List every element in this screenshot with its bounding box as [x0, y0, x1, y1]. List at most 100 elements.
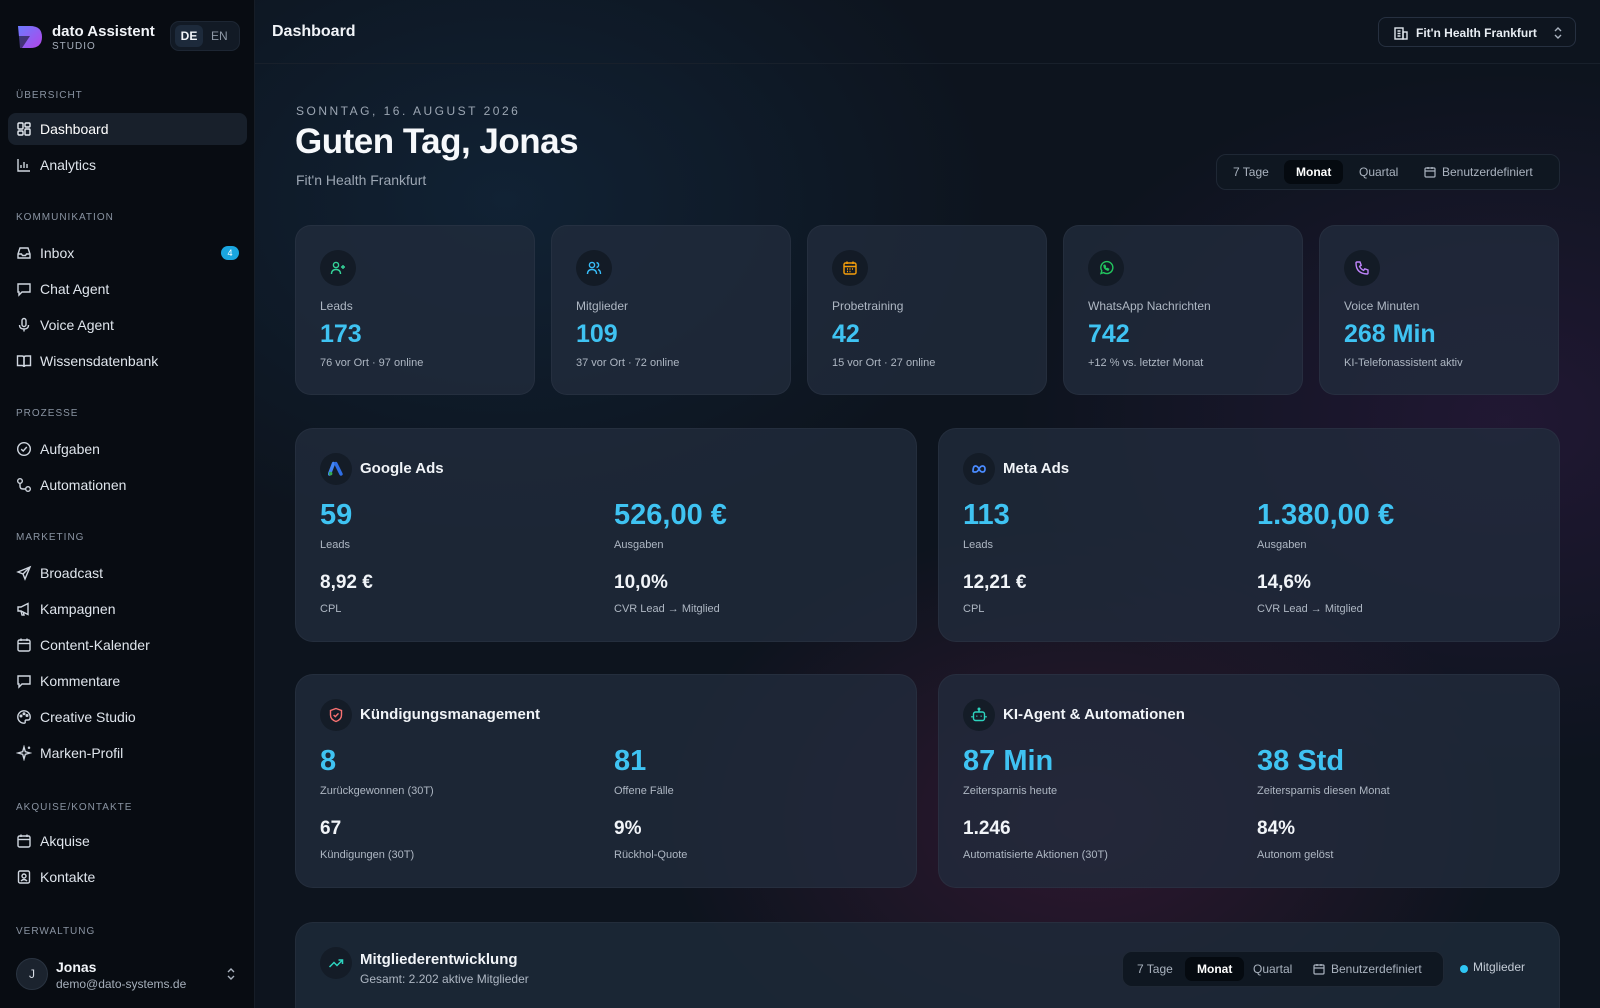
- range-month[interactable]: Monat: [1185, 957, 1245, 981]
- kpi-value: 742: [1088, 320, 1130, 348]
- kpi-card-mitglieder[interactable]: Mitglieder 109 37 vor Ort · 72 online: [551, 225, 791, 395]
- section-title-kommunikation: KOMMUNIKATION: [16, 212, 114, 223]
- range-custom-label: Benutzerdefiniert: [1331, 962, 1422, 976]
- lang-de-button[interactable]: DE: [175, 25, 203, 47]
- panel-title: Mitgliederentwicklung: [360, 951, 518, 968]
- sidebar-item-broadcast[interactable]: Broadcast: [8, 557, 247, 589]
- microphone-icon: [18, 317, 30, 332]
- kpi-icon-wrap: [832, 250, 868, 286]
- sidebar-item-inbox[interactable]: Inbox 4: [8, 237, 247, 269]
- kpi-card-voice-minuten[interactable]: Voice Minuten 268 Min KI-Telefonassisten…: [1319, 225, 1559, 395]
- location-select[interactable]: Fit'n Health Frankfurt: [1378, 17, 1576, 47]
- google-ads-panel[interactable]: Google Ads 59 Leads 526,00 € Ausgaben 8,…: [295, 428, 917, 642]
- sidebar-item-dashboard[interactable]: Dashboard: [8, 113, 247, 145]
- chart-range-selector: 7 Tage Monat Quartal Benutzerdefiniert: [1122, 951, 1444, 987]
- meta-cpl-value: 12,21 €: [963, 572, 1027, 593]
- sidebar-item-kommentare[interactable]: Kommentare: [8, 665, 247, 697]
- range-7-days[interactable]: 7 Tage: [1137, 962, 1173, 976]
- kpi-value: 42: [832, 320, 860, 348]
- panel-title: Meta Ads: [1003, 460, 1070, 477]
- sidebar-item-wissensdatenbank[interactable]: Wissensdatenbank: [8, 345, 247, 377]
- brand-name: dato Assistent: [52, 23, 155, 40]
- sidebar-item-aufgaben[interactable]: Aufgaben: [8, 433, 247, 465]
- palette-icon: [17, 710, 31, 724]
- user-menu[interactable]: J Jonas demo@dato-systems.de: [16, 958, 241, 998]
- kpi-icon-wrap: [320, 250, 356, 286]
- sidebar-item-label: Aufgaben: [40, 441, 100, 457]
- kpi-subtext: 37 vor Ort · 72 online: [576, 357, 680, 369]
- sidebar-item-marken-profil[interactable]: Marken-Profil: [8, 737, 247, 769]
- chat-icon: [17, 283, 31, 297]
- won-back-label: Zurückgewonnen (30T): [320, 785, 434, 797]
- contact-card-icon: [17, 870, 31, 884]
- user-name: Jonas: [56, 959, 97, 975]
- win-back-rate-label: Rückhol-Quote: [614, 849, 688, 861]
- range-custom-label: Benutzerdefiniert: [1442, 165, 1533, 179]
- range-custom[interactable]: Benutzerdefiniert: [1301, 957, 1434, 981]
- kpi-label: WhatsApp Nachrichten: [1088, 299, 1211, 313]
- sidebar-item-kontakte[interactable]: Kontakte: [8, 861, 247, 893]
- panel-icon-wrap: [320, 453, 352, 485]
- google-leads-value: 59: [320, 499, 353, 531]
- avatar: J: [16, 958, 48, 990]
- sidebar-item-chat-agent[interactable]: Chat Agent: [8, 273, 247, 305]
- legend-label: Mitglieder: [1473, 960, 1526, 974]
- book-icon: [16, 355, 32, 368]
- sidebar-item-akquise[interactable]: Akquise: [8, 825, 247, 857]
- kpi-label: Mitglieder: [576, 299, 629, 313]
- kpi-card-probetraining[interactable]: Probetraining 42 15 vor Ort · 27 online: [807, 225, 1047, 395]
- sidebar-item-kampagnen[interactable]: Kampagnen: [8, 593, 247, 625]
- top-bar: Dashboard Fit'n Health Frankfurt: [255, 0, 1600, 64]
- section-title-uebersicht: ÜBERSICHT: [16, 90, 83, 101]
- date-range-selector: 7 Tage Monat Quartal Benutzerdefiniert: [1216, 154, 1560, 190]
- members-chart-panel: Mitgliederentwicklung Gesamt: 2.202 akti…: [295, 922, 1560, 1008]
- panel-icon-wrap: [963, 453, 995, 485]
- calendar-icon: [843, 261, 857, 275]
- panel-title: Google Ads: [360, 460, 444, 477]
- meta-ads-panel[interactable]: Meta Ads 113 Leads 1.380,00 € Ausgaben 1…: [938, 428, 1560, 642]
- range-custom[interactable]: Benutzerdefiniert: [1412, 160, 1545, 184]
- user-plus-icon: [330, 261, 345, 275]
- range-7-days[interactable]: 7 Tage: [1233, 165, 1269, 179]
- time-saved-today-value: 87 Min: [963, 745, 1054, 777]
- sidebar-item-automationen[interactable]: Automationen: [8, 469, 247, 501]
- kpi-value: 268 Min: [1344, 320, 1436, 348]
- sidebar-item-label: Broadcast: [40, 565, 104, 581]
- greeting-subtitle: Fit'n Health Frankfurt: [296, 172, 427, 188]
- ki-agent-panel[interactable]: KI-Agent & Automationen 87 Min Zeiterspa…: [938, 674, 1560, 888]
- sidebar-item-label: Wissensdatenbank: [40, 353, 159, 369]
- page-title: Dashboard: [272, 23, 356, 40]
- sidebar-item-label: Analytics: [40, 157, 97, 173]
- kpi-subtext: 76 vor Ort · 97 online: [320, 357, 424, 369]
- kpi-subtext: +12 % vs. letzter Monat: [1088, 357, 1204, 369]
- kpi-subtext: KI-Telefonassistent aktiv: [1344, 357, 1463, 369]
- sidebar-item-label: Inbox: [40, 245, 75, 261]
- google-cvr-value: 10,0%: [614, 572, 668, 593]
- shield-icon: [329, 707, 343, 723]
- legend-dot: [1460, 965, 1468, 973]
- panel-title: KI-Agent & Automationen: [1003, 706, 1185, 723]
- sidebar-item-creative-studio[interactable]: Creative Studio: [8, 701, 247, 733]
- meta-spend-value: 1.380,00 €: [1257, 499, 1395, 531]
- kpi-icon-wrap: [1344, 250, 1380, 286]
- autonomous-resolved-label: Autonom gelöst: [1257, 849, 1334, 861]
- sidebar-item-label: Creative Studio: [40, 709, 136, 725]
- range-quarter[interactable]: Quartal: [1359, 165, 1399, 179]
- kpi-card-leads[interactable]: Leads 173 76 vor Ort · 97 online: [295, 225, 535, 395]
- range-month[interactable]: Monat: [1284, 160, 1344, 184]
- kuendigung-panel[interactable]: Kündigungsmanagement 8 Zurückgewonnen (3…: [295, 674, 917, 888]
- language-switch: DE EN: [170, 21, 240, 51]
- google-leads-label: Leads: [320, 539, 350, 551]
- sidebar-item-content-kalender[interactable]: Content-Kalender: [8, 629, 247, 661]
- sidebar-item-analytics[interactable]: Analytics: [8, 149, 247, 181]
- kpi-card-whatsapp[interactable]: WhatsApp Nachrichten 742 +12 % vs. letzt…: [1063, 225, 1303, 395]
- section-title-marketing: MARKETING: [16, 532, 85, 543]
- range-quarter[interactable]: Quartal: [1253, 962, 1293, 976]
- bar-chart-icon: [17, 159, 30, 172]
- comment-icon: [17, 675, 31, 689]
- cancellations-value: 67: [320, 818, 342, 839]
- google-cvr-label: CVR Lead → Mitglied: [614, 603, 720, 615]
- sidebar-item-voice-agent[interactable]: Voice Agent: [8, 309, 247, 341]
- lang-en-button[interactable]: EN: [211, 29, 228, 43]
- open-cases-value: 81: [614, 745, 647, 777]
